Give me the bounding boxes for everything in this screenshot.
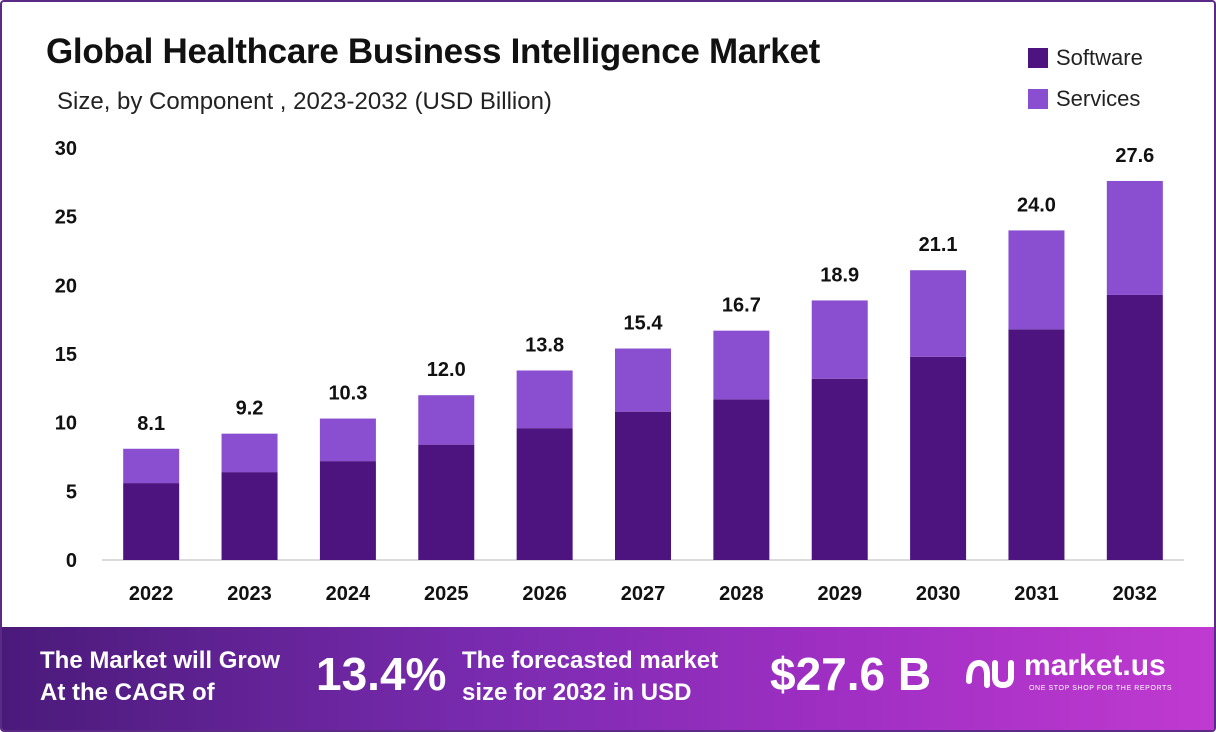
legend-label-services: Services [1056,86,1141,111]
bar-services-2026 [516,370,573,429]
y-tick-label: 25 [55,207,77,229]
x-tick-label-2030: 2030 [916,583,961,605]
x-tick-label-2028: 2028 [719,583,764,605]
market-us-logo-text: market.us [1024,649,1166,682]
x-tick-label-2024: 2024 [326,583,371,605]
total-label-2025: 12.0 [427,359,466,381]
total-label-2023: 9.2 [236,398,264,420]
x-tick-label-2032: 2032 [1113,583,1158,605]
x-tick-label-2026: 2026 [522,583,567,605]
x-tick-label-2029: 2029 [817,583,862,605]
x-tick-label-2031: 2031 [1014,583,1059,605]
total-label-2024: 10.3 [328,383,367,405]
bar-services-2027 [615,348,671,412]
bar-services-2024 [319,418,376,462]
forecast-caption-line1: The forecasted market [462,647,719,674]
cagr-caption-line1: The Market will Grow [40,647,281,674]
chart-title: Global Healthcare Business Intelligence … [46,32,820,71]
total-label-2030: 21.1 [919,234,958,256]
total-label-2029: 18.9 [820,264,859,286]
bar-services-2023 [221,433,278,473]
summary-banner: The Market will Grow At the CAGR of 13.4… [2,627,1214,730]
bar-software-2023 [221,472,278,560]
bar-services-2028 [713,330,770,400]
y-tick-label: 30 [55,138,77,160]
bar-software-2026 [516,428,573,560]
forecast-value: $27.6 B [770,648,932,700]
cagr-value: 13.4% [316,648,447,700]
bar-software-2027 [615,411,671,560]
x-tick-label-2023: 2023 [227,583,272,605]
bar-services-2025 [418,395,475,445]
y-tick-label: 5 [66,481,77,503]
legend-label-software: Software [1056,45,1143,70]
total-label-2027: 15.4 [624,313,664,335]
total-label-2022: 8.1 [137,413,165,435]
total-label-2026: 13.8 [525,334,564,356]
market-us-logo-icon [966,659,1014,689]
bar-software-2032 [1106,294,1163,560]
bar-software-2028 [713,399,770,560]
x-tick-label-2027: 2027 [621,583,666,605]
bar-services-2031 [1008,230,1065,330]
total-label-2032: 27.6 [1115,145,1154,167]
bar-services-2032 [1106,180,1163,295]
legend-item-software: Software [1028,44,1143,72]
legend-swatch-software [1028,48,1048,68]
legend-swatch-services [1028,89,1048,109]
bar-software-2022 [123,483,180,560]
legend-item-services: Services [1028,85,1140,113]
bar-services-2029 [811,300,868,379]
total-label-2028: 16.7 [722,295,761,317]
bar-chart: 0510152025308.120229.2202310.3202412.020… [55,138,1184,605]
x-tick-label-2025: 2025 [424,583,469,605]
x-tick-label-2022: 2022 [129,583,174,605]
y-tick-label: 15 [55,344,77,366]
y-tick-label: 0 [66,550,77,572]
bar-software-2025 [418,444,475,560]
market-us-tagline: ONE STOP SHOP FOR THE REPORTS [1029,685,1173,692]
bar-software-2030 [910,356,967,560]
y-tick-label: 20 [55,275,77,297]
forecast-caption-line2: size for 2032 in USD [462,679,692,706]
bar-software-2029 [811,378,868,560]
chart-subtitle: Size, by Component , 2023-2032 (USD Bill… [57,88,552,115]
bar-software-2024 [319,461,376,560]
y-tick-label: 10 [55,413,77,435]
cagr-caption-line2: At the CAGR of [40,679,215,706]
total-label-2031: 24.0 [1017,194,1056,216]
bar-services-2030 [910,270,967,357]
bar-software-2031 [1008,329,1065,560]
bar-services-2022 [123,448,180,484]
